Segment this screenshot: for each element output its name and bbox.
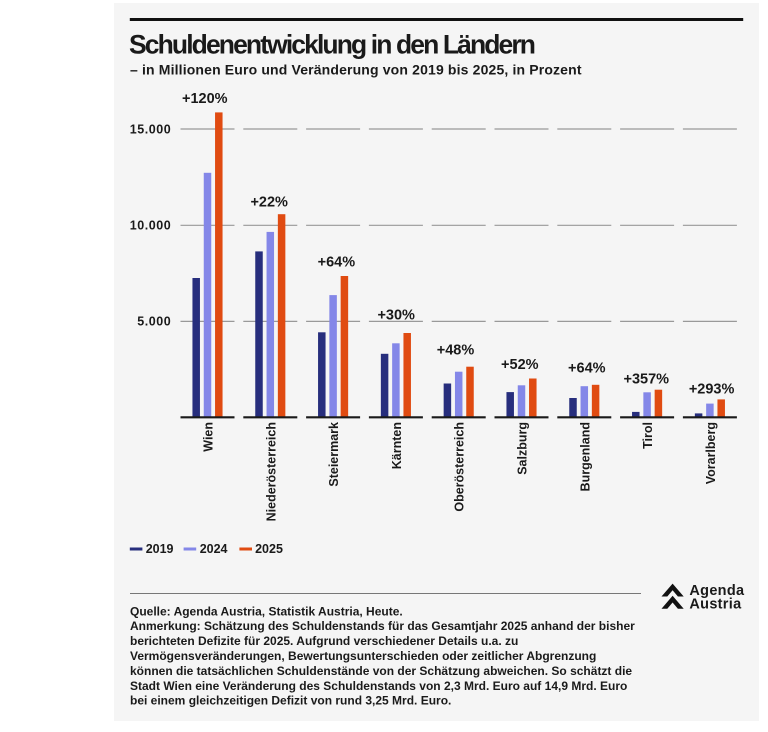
svg-text:+52%: +52% [501,357,539,373]
svg-text:15.000: 15.000 [130,122,172,136]
svg-text:2025: 2025 [255,542,283,556]
svg-text:Kärnten: Kärnten [390,422,404,469]
svg-text:Oberösterreich: Oberösterreich [453,422,467,512]
svg-text:Salzburg: Salzburg [516,422,530,475]
svg-text:+357%: +357% [624,372,670,388]
svg-text:Niederösterreich: Niederösterreich [264,422,278,521]
svg-text:10.000: 10.000 [130,219,172,233]
svg-text:+30%: +30% [377,308,415,324]
svg-text:5.000: 5.000 [137,315,171,329]
svg-text:Steiermark: Steiermark [327,422,341,487]
svg-text:Wien: Wien [202,422,216,452]
svg-text:+64%: +64% [568,361,606,377]
svg-text:Vermögensveränderungen, Bewert: Vermögensveränderungen, Bewertungsunters… [130,649,596,663]
svg-text:– in Millionen Euro und Veränd: – in Millionen Euro und Veränderung von … [130,62,582,78]
svg-text:2019: 2019 [146,542,174,556]
svg-text:berichteten Defizite für 2025.: berichteten Defizite für 2025. Aufgrund … [130,634,518,648]
svg-text:+120%: +120% [182,91,228,107]
svg-text:Austria: Austria [689,596,742,612]
svg-text:+48%: +48% [437,343,475,359]
svg-text:+293%: +293% [689,382,735,398]
svg-text:Anmerkung: Schätzung des Schul: Anmerkung: Schätzung des Schuldenstands … [130,619,635,633]
svg-text:+64%: +64% [318,255,356,271]
svg-text:Vorarlberg: Vorarlberg [704,422,718,484]
svg-text:Tirol: Tirol [641,422,655,449]
svg-text:Agenda: Agenda [689,583,745,599]
svg-text:Stadt Wien eine Veränderung de: Stadt Wien eine Veränderung des Schulden… [130,679,627,693]
svg-text:Burgenland: Burgenland [578,422,592,491]
svg-text:+22%: +22% [250,195,288,211]
svg-text:können die tatsächlichen Schul: können die tatsächlichen Schuldenstände … [130,664,632,678]
svg-text:Quelle: Agenda Austria, Statis: Quelle: Agenda Austria, Statistik Austri… [130,604,403,618]
svg-text:Schuldenentwicklung in den Län: Schuldenentwicklung in den Ländern [129,30,535,60]
svg-text:bei einem gleichzeitigen Defiz: bei einem gleichzeitigen Defizit von run… [130,694,451,708]
svg-text:2024: 2024 [200,542,228,556]
